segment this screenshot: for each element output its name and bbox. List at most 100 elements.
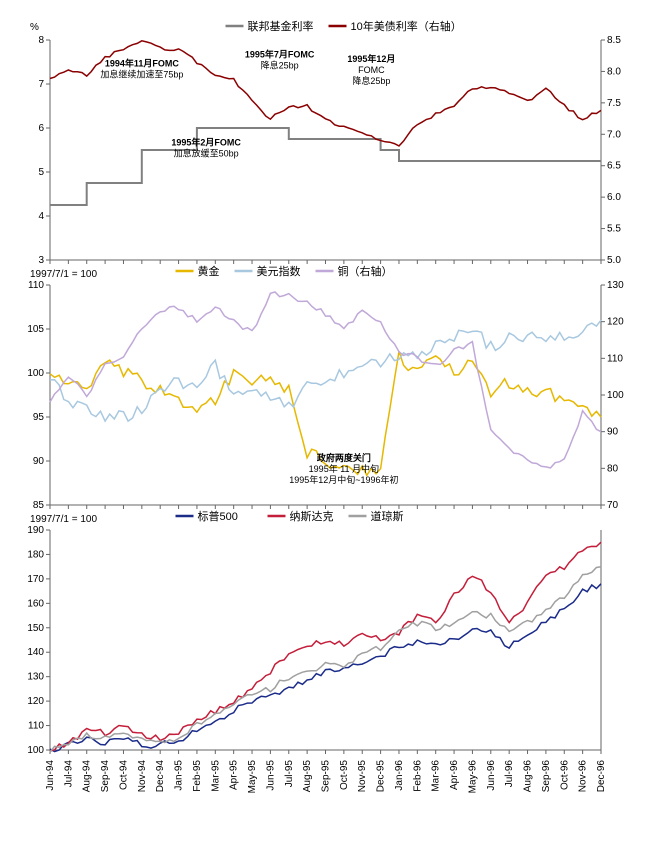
svg-text:160: 160 bbox=[27, 598, 44, 609]
svg-text:100: 100 bbox=[27, 745, 44, 756]
svg-text:1997/7/1 = 100: 1997/7/1 = 100 bbox=[30, 514, 97, 525]
svg-text:铜（右轴）: 铜（右轴） bbox=[338, 264, 393, 278]
main-svg: 3 4 5 6 7 8 5.0 5.5 6.0 6.5 7.0 7.5 8.0 8.5% 联邦基金利率 10年… bbox=[10, 10, 641, 832]
svg-text:140: 140 bbox=[27, 647, 44, 658]
svg-text:Jun-94: Jun-94 bbox=[45, 760, 56, 791]
svg-text:8: 8 bbox=[38, 35, 44, 46]
svg-text:85: 85 bbox=[33, 500, 45, 511]
svg-text:Jun-95: Jun-95 bbox=[265, 760, 276, 791]
svg-text:标普500: 标普500 bbox=[198, 509, 238, 523]
svg-text:Mar-96: Mar-96 bbox=[431, 760, 442, 792]
svg-text:Aug-94: Aug-94 bbox=[82, 760, 93, 793]
svg-text:降息25bp: 降息25bp bbox=[261, 60, 299, 71]
svg-text:6.5: 6.5 bbox=[607, 161, 621, 172]
svg-text:95: 95 bbox=[33, 412, 45, 423]
svg-text:Aug-96: Aug-96 bbox=[523, 760, 534, 793]
svg-text:Feb-96: Feb-96 bbox=[412, 760, 423, 792]
chart-2: 8590951001051107080901001101201301997/7/… bbox=[27, 264, 624, 511]
svg-text:Jan-95: Jan-95 bbox=[174, 760, 185, 791]
svg-text:Sep-96: Sep-96 bbox=[541, 760, 552, 793]
svg-text:Oct-96: Oct-96 bbox=[559, 760, 570, 790]
series-step bbox=[50, 128, 601, 205]
svg-text:纳斯达克: 纳斯达克 bbox=[290, 510, 334, 523]
svg-text:180: 180 bbox=[27, 549, 44, 560]
svg-text:Feb-95: Feb-95 bbox=[192, 760, 203, 792]
svg-text:100: 100 bbox=[607, 390, 624, 401]
svg-text:1995年12月中旬~1996年初: 1995年12月中旬~1996年初 bbox=[289, 474, 398, 485]
svg-text:1995年 11 月中旬: 1995年 11 月中旬 bbox=[309, 463, 379, 474]
legend: 标普500 纳斯达克 道琼斯 bbox=[176, 509, 404, 523]
svg-text:130: 130 bbox=[607, 280, 624, 291]
svg-text:90: 90 bbox=[607, 427, 619, 438]
series-line bbox=[50, 584, 601, 752]
svg-text:Oct-95: Oct-95 bbox=[339, 760, 350, 790]
svg-text:Jan-96: Jan-96 bbox=[394, 760, 405, 791]
svg-text:May-95: May-95 bbox=[247, 760, 258, 794]
svg-text:130: 130 bbox=[27, 672, 44, 683]
legend: 黄金 美元指数 铜（右轴） bbox=[176, 264, 393, 278]
svg-text:%: % bbox=[30, 22, 39, 33]
svg-text:Jun-96: Jun-96 bbox=[486, 760, 497, 791]
svg-text:加息继续加速至75bp: 加息继续加速至75bp bbox=[100, 68, 183, 79]
legend: 联邦基金利率 10年美债利率（右轴） bbox=[226, 19, 462, 33]
svg-text:Dec-95: Dec-95 bbox=[376, 760, 387, 793]
svg-text:Nov-95: Nov-95 bbox=[357, 760, 368, 793]
svg-text:Aug-95: Aug-95 bbox=[302, 760, 313, 793]
svg-text:70: 70 bbox=[607, 500, 619, 511]
svg-text:Jul-95: Jul-95 bbox=[284, 760, 295, 788]
svg-text:Sep-95: Sep-95 bbox=[321, 760, 332, 793]
svg-text:Nov-94: Nov-94 bbox=[137, 760, 148, 793]
svg-text:Dec-96: Dec-96 bbox=[596, 760, 607, 793]
svg-text:Jul-94: Jul-94 bbox=[63, 760, 74, 788]
svg-text:Jul-96: Jul-96 bbox=[504, 760, 515, 788]
svg-text:110: 110 bbox=[28, 721, 44, 732]
svg-text:120: 120 bbox=[27, 696, 44, 707]
svg-text:150: 150 bbox=[27, 623, 44, 634]
svg-text:Oct-94: Oct-94 bbox=[118, 760, 129, 790]
svg-text:Apr-95: Apr-95 bbox=[229, 760, 240, 790]
svg-text:7: 7 bbox=[38, 79, 44, 90]
svg-text:1997/7/1 = 100: 1997/7/1 = 100 bbox=[30, 269, 97, 280]
svg-text:Mar-95: Mar-95 bbox=[210, 760, 221, 792]
chart-1: 3 4 5 6 7 8 5.0 5.5 6.0 6.5 7.0 7.5 8.0 8.5% 联邦基金利率 10年… bbox=[30, 19, 621, 266]
svg-text:170: 170 bbox=[27, 574, 44, 585]
svg-text:道琼斯: 道琼斯 bbox=[371, 509, 404, 523]
chart-3: 100 110 120 130 140 150 160 170 180 1901997/7/1 =… bbox=[27, 509, 601, 756]
series-line bbox=[50, 320, 601, 421]
svg-text:120: 120 bbox=[607, 317, 624, 328]
svg-text:1995年12月: 1995年12月 bbox=[347, 53, 395, 64]
svg-text:1994年11月FOMC: 1994年11月FOMC bbox=[105, 57, 180, 68]
svg-text:5.0: 5.0 bbox=[607, 255, 621, 266]
series-line bbox=[50, 567, 601, 752]
svg-text:黄金: 黄金 bbox=[198, 264, 220, 278]
series-line bbox=[50, 542, 601, 751]
svg-text:7.5: 7.5 bbox=[607, 98, 621, 109]
svg-text:Dec-94: Dec-94 bbox=[155, 760, 166, 793]
svg-text:80: 80 bbox=[607, 463, 619, 474]
svg-text:6: 6 bbox=[38, 123, 44, 134]
svg-text:8.0: 8.0 bbox=[607, 66, 621, 77]
svg-text:190: 190 bbox=[27, 525, 44, 536]
svg-text:10年美债利率（右轴）: 10年美债利率（右轴） bbox=[351, 19, 462, 33]
svg-text:110: 110 bbox=[607, 353, 623, 364]
svg-text:5: 5 bbox=[38, 167, 44, 178]
svg-text:4: 4 bbox=[38, 211, 44, 222]
svg-text:1995年7月FOMC: 1995年7月FOMC bbox=[245, 49, 315, 60]
svg-text:3: 3 bbox=[38, 255, 44, 266]
svg-text:7.0: 7.0 bbox=[607, 129, 621, 140]
svg-text:5.5: 5.5 bbox=[607, 224, 621, 235]
svg-text:美元指数: 美元指数 bbox=[257, 264, 301, 278]
svg-text:FOMC: FOMC bbox=[358, 65, 385, 75]
svg-text:110: 110 bbox=[28, 280, 44, 291]
svg-text:加息放缓至50bp: 加息放缓至50bp bbox=[174, 148, 239, 159]
svg-text:联邦基金利率: 联邦基金利率 bbox=[248, 19, 314, 33]
svg-text:Sep-94: Sep-94 bbox=[100, 760, 111, 793]
svg-text:May-96: May-96 bbox=[467, 760, 478, 794]
charts-panel: 3 4 5 6 7 8 5.0 5.5 6.0 6.5 7.0 7.5 8.0 8.5% 联邦基金利率 10年… bbox=[10, 10, 641, 832]
svg-text:6.0: 6.0 bbox=[607, 192, 621, 203]
svg-text:Nov-96: Nov-96 bbox=[578, 760, 589, 793]
svg-text:90: 90 bbox=[33, 456, 45, 467]
svg-text:降息25bp: 降息25bp bbox=[352, 75, 390, 86]
svg-text:1995年2月FOMC: 1995年2月FOMC bbox=[171, 137, 241, 148]
svg-text:8.5: 8.5 bbox=[607, 35, 621, 46]
